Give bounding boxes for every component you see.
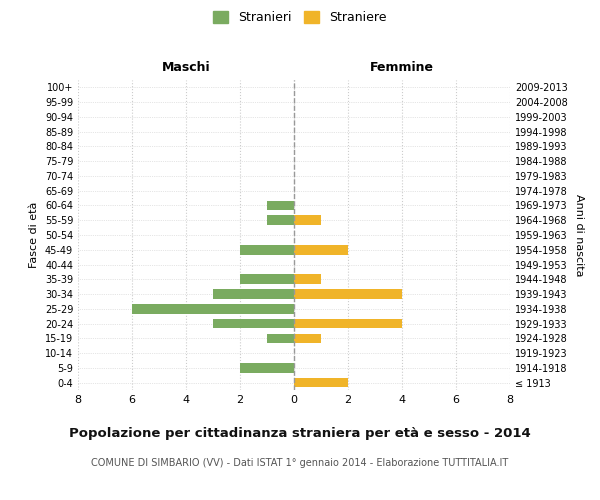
Bar (294, 289, 402, 299)
Bar (294, 334, 321, 343)
Bar (267, 216, 294, 225)
Bar (294, 378, 348, 388)
Bar (213, 319, 294, 328)
Bar (267, 334, 294, 343)
Text: Maschi: Maschi (161, 61, 211, 74)
Text: Popolazione per cittadinanza straniera per età e sesso - 2014: Popolazione per cittadinanza straniera p… (69, 428, 531, 440)
Text: COMUNE DI SIMBARIO (VV) - Dati ISTAT 1° gennaio 2014 - Elaborazione TUTTITALIA.I: COMUNE DI SIMBARIO (VV) - Dati ISTAT 1° … (91, 458, 509, 468)
Bar (294, 274, 321, 284)
Bar (240, 245, 294, 254)
Bar (294, 245, 348, 254)
Bar (132, 304, 294, 314)
Bar (294, 319, 402, 328)
Bar (213, 289, 294, 299)
Bar (294, 216, 321, 225)
Y-axis label: Anni di nascita: Anni di nascita (574, 194, 584, 276)
Bar (240, 363, 294, 372)
Legend: Stranieri, Straniere: Stranieri, Straniere (213, 11, 387, 24)
Bar (240, 274, 294, 284)
Text: Femmine: Femmine (370, 61, 434, 74)
Bar (267, 200, 294, 210)
Y-axis label: Fasce di età: Fasce di età (29, 202, 39, 268)
